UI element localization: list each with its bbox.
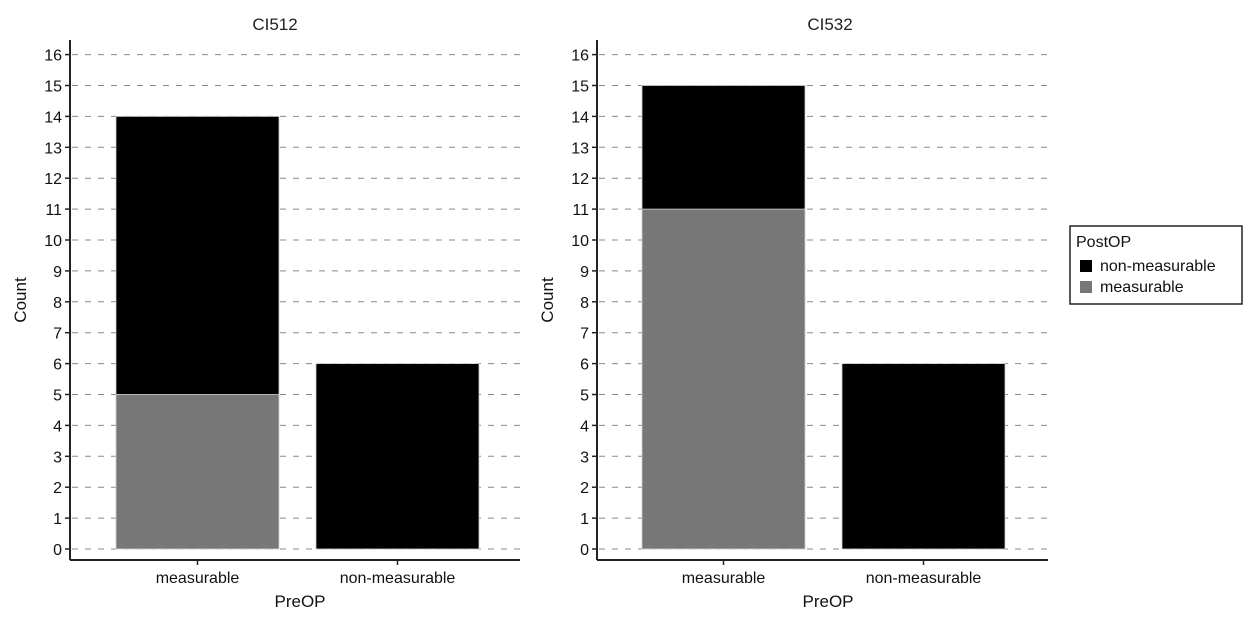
y-tick-label: 0 [580, 542, 589, 559]
y-tick-label: 10 [571, 233, 589, 250]
y-tick-label: 16 [571, 48, 589, 65]
chart-title: CI532 [807, 15, 852, 34]
x-axis-label: PreOP [274, 592, 325, 611]
bar-measurable-measurable [115, 394, 280, 550]
legend-label-non-measurable: non-measurable [1100, 258, 1216, 275]
bar-measurable-non-measurable [641, 85, 806, 210]
legend-swatch-non-measurable [1080, 260, 1092, 272]
y-tick-label: 2 [580, 480, 589, 497]
bar-non-measurable-non-measurable [315, 363, 480, 550]
chart-title: CI512 [252, 15, 297, 34]
y-tick-label: 1 [580, 511, 589, 528]
x-axis-label: PreOP [802, 592, 853, 611]
y-tick-label: 6 [53, 357, 62, 374]
y-tick-label: 13 [571, 140, 589, 157]
y-tick-label: 9 [53, 264, 62, 281]
x-tick-label: non-measurable [866, 570, 982, 587]
y-tick-label: 14 [571, 109, 589, 126]
y-tick-label: 12 [571, 171, 589, 188]
y-tick-label: 2 [53, 480, 62, 497]
x-tick-label: non-measurable [340, 570, 456, 587]
y-tick-label: 15 [44, 79, 62, 96]
y-tick-label: 9 [580, 264, 589, 281]
y-tick-label: 0 [53, 542, 62, 559]
y-tick-label: 7 [580, 326, 589, 343]
y-axis-label: Count [11, 277, 30, 323]
y-tick-label: 6 [580, 357, 589, 374]
y-tick-label: 11 [45, 202, 62, 219]
y-tick-label: 16 [44, 48, 62, 65]
y-axis-label: Count [538, 277, 557, 323]
y-tick-label: 8 [580, 295, 589, 312]
y-tick-label: 13 [44, 140, 62, 157]
x-tick-label: measurable [156, 570, 240, 587]
y-tick-label: 5 [580, 388, 589, 405]
legend-label-measurable: measurable [1100, 279, 1184, 296]
bar-measurable-measurable [641, 208, 806, 550]
y-tick-label: 5 [53, 388, 62, 405]
y-tick-label: 1 [53, 511, 62, 528]
y-tick-label: 10 [44, 233, 62, 250]
y-tick-label: 4 [53, 418, 62, 435]
y-tick-label: 3 [580, 449, 589, 466]
y-tick-label: 14 [44, 109, 62, 126]
y-tick-label: 4 [580, 418, 589, 435]
y-tick-label: 3 [53, 449, 62, 466]
y-tick-label: 15 [571, 79, 589, 96]
y-tick-label: 11 [572, 202, 589, 219]
bar-measurable-non-measurable [115, 116, 280, 395]
x-tick-label: measurable [682, 570, 766, 587]
legend-box [1069, 225, 1243, 305]
y-tick-label: 7 [53, 326, 62, 343]
legend-title: PostOP [1076, 234, 1131, 251]
y-tick-label: 12 [44, 171, 62, 188]
y-tick-label: 8 [53, 295, 62, 312]
bar-non-measurable-non-measurable [841, 363, 1006, 550]
legend: PostOP non-measurable measurable [1069, 225, 1243, 305]
legend-swatch-measurable [1080, 281, 1092, 293]
